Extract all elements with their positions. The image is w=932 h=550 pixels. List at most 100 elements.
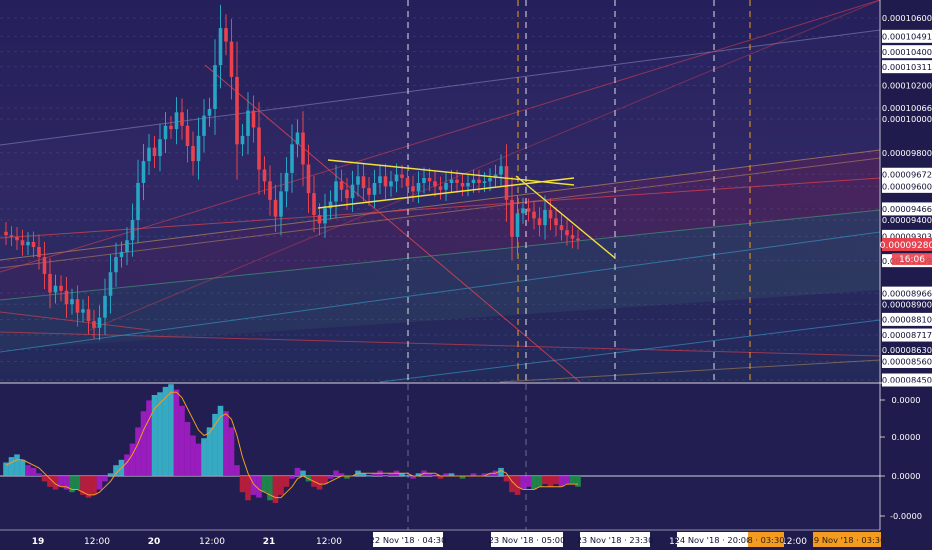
macd-bar-47 (261, 476, 268, 493)
candle-body-20 (114, 257, 118, 273)
cursor-label-box-1 (491, 532, 563, 547)
macd-bar-52 (289, 476, 295, 479)
macd-bar-37 (206, 427, 213, 476)
macd-bar-103 (569, 476, 576, 485)
macd-bar-44 (245, 476, 251, 501)
candle-body-93 (515, 213, 520, 237)
macd-bar-23 (129, 443, 136, 476)
candle-body-42 (235, 76, 239, 145)
candle-body-1 (9, 235, 14, 237)
price-label-9: 0.00009600 (882, 182, 932, 192)
candle-body-38 (213, 65, 217, 109)
time-label-3: 12:00 (199, 537, 225, 547)
candle-body-85 (471, 179, 476, 184)
macd-bar-93 (514, 476, 521, 495)
price-label-0: 0.00010600 (882, 13, 932, 23)
macd-bar-35 (195, 443, 202, 476)
macd-bar-43 (239, 476, 246, 493)
price-label-box-18 (882, 328, 932, 342)
candle-body-37 (207, 108, 212, 116)
candle-body-0 (4, 231, 8, 236)
candle-body-83 (460, 183, 465, 187)
candle-body-82 (455, 179, 459, 184)
macd-histogram (3, 384, 581, 503)
candle-body-43 (240, 135, 245, 145)
price-label-box-10 (882, 202, 932, 216)
macd-bar-49 (272, 476, 279, 503)
candle-body-75 (416, 183, 421, 192)
macd-bar-46 (256, 476, 262, 498)
time-cursor-labels: 22 Nov '18 · 04:30 23 Nov '18 · 05:00 23 N… (370, 532, 886, 547)
candle-body-63 (350, 184, 355, 199)
macd-bar-3 (19, 459, 26, 476)
triangle-pattern[interactable] (317, 159, 616, 259)
time-label-4: 21 (263, 537, 276, 547)
candle-body-24 (136, 183, 140, 221)
price-label-4: 0.00010200 (882, 81, 932, 91)
macd-bar-97 (536, 476, 543, 487)
macd-bar-80 (443, 473, 449, 476)
candle-body-31 (174, 112, 179, 130)
macd-bar-25 (140, 411, 147, 476)
macd-bar-66 (366, 476, 372, 477)
candle-body-22 (125, 240, 129, 253)
candle-body-45 (251, 110, 256, 128)
price-label-box-1 (882, 29, 932, 43)
candle-body-72 (400, 174, 404, 178)
macd-bar-51 (283, 476, 290, 487)
macd-bar-20 (113, 465, 119, 476)
macd-bar-34 (190, 435, 196, 476)
candle-body-57 (317, 214, 322, 224)
candle-body-58 (323, 208, 327, 224)
macd-bar-81 (448, 473, 455, 476)
macd-bar-60 (333, 470, 339, 476)
price-channel-bands (0, 30, 880, 350)
price-label-box-2 (882, 45, 932, 59)
candle-body-25 (141, 161, 146, 184)
macd-bar-15 (85, 476, 92, 498)
macd-label-0: 0.0000 (891, 395, 920, 405)
candle-body-47 (262, 169, 267, 182)
macd-bar-1 (8, 457, 15, 476)
macd-bar-74 (410, 476, 416, 479)
candle-body-78 (433, 181, 437, 187)
macd-bar-77 (426, 473, 433, 476)
candle-body-7 (42, 257, 47, 274)
candle-body-15 (86, 309, 91, 322)
candle-body-94 (521, 208, 525, 214)
candle-body-74 (411, 186, 415, 192)
candle-body-18 (103, 295, 107, 318)
candle-body-68 (378, 176, 382, 184)
candle-body-91 (504, 166, 509, 200)
price-label-box-15 (882, 286, 932, 300)
candle-body-27 (152, 147, 157, 157)
price-label-1: 0.00010491 (882, 32, 932, 42)
candle-body-5 (31, 241, 36, 247)
macd-bar-36 (201, 438, 207, 476)
macd-bar-92 (509, 476, 515, 493)
macd-bar-53 (294, 467, 301, 476)
candle-body-30 (169, 125, 173, 130)
macd-bar-11 (63, 476, 70, 490)
macd-bar-9 (52, 476, 59, 490)
time-label-2: 20 (148, 537, 161, 547)
candle-body-26 (147, 147, 151, 162)
candlesticks[interactable] (4, 4, 580, 341)
macd-bar-38 (212, 413, 218, 476)
candle-body-97 (537, 218, 542, 226)
candle-body-77 (427, 177, 432, 182)
candle-body-86 (477, 179, 481, 184)
macd-bar-94 (520, 476, 526, 490)
macd-bar-102 (564, 476, 570, 485)
macd-bar-50 (278, 476, 284, 495)
candle-body-19 (108, 272, 113, 296)
channel-lines (0, 0, 881, 383)
candle-body-73 (405, 177, 410, 187)
time-label-11: 12:00 (781, 537, 807, 547)
cursor-label-5: 29 Nov '18 · 03:30 (809, 535, 886, 545)
macd-bar-33 (184, 422, 191, 476)
candle-body-89 (493, 174, 498, 178)
price-label-21: 0.00008450 (882, 375, 932, 385)
